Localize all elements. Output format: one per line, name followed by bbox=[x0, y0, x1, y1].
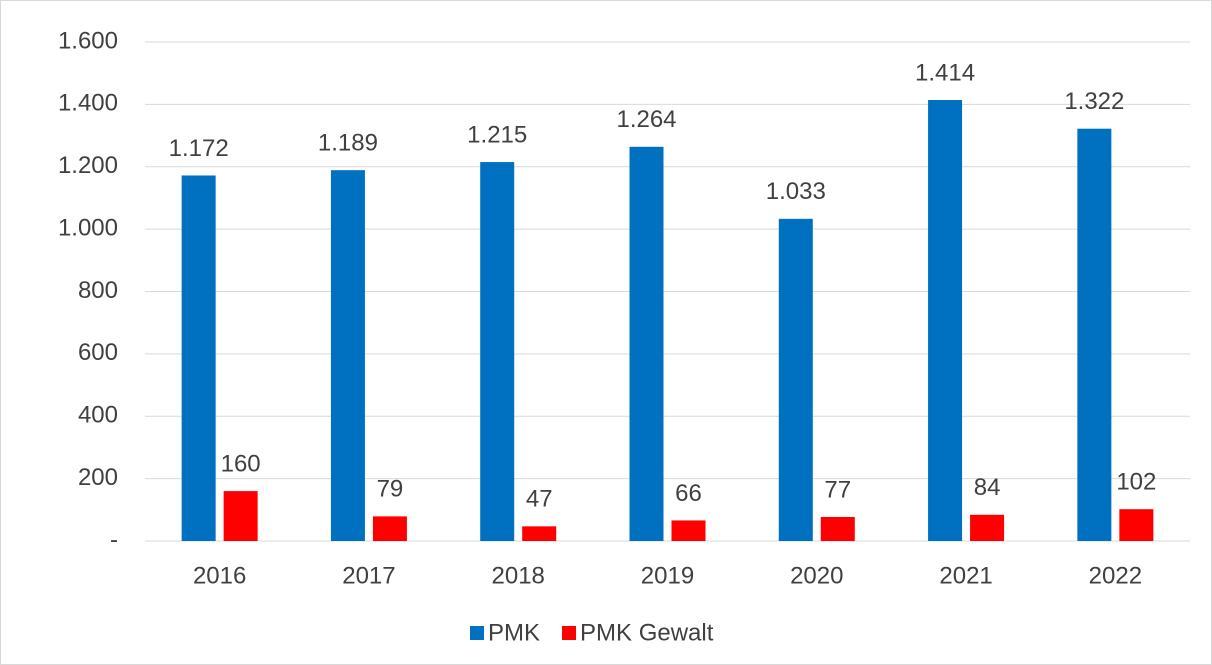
y-tick-label: 600 bbox=[78, 339, 118, 366]
bar bbox=[629, 146, 664, 542]
y-tick-label: 1.600 bbox=[58, 27, 118, 54]
y-tick-label: 200 bbox=[78, 464, 118, 491]
data-label: 1.215 bbox=[467, 121, 527, 148]
y-tick-label: - bbox=[110, 526, 118, 553]
data-label: 1.322 bbox=[1064, 88, 1124, 115]
x-tick-label: 2016 bbox=[193, 562, 246, 589]
legend-label: PMK Gewalt bbox=[580, 619, 714, 646]
y-tick-label: 1.400 bbox=[58, 90, 118, 117]
y-tick-label: 800 bbox=[78, 277, 118, 304]
bar bbox=[820, 516, 855, 541]
legend-swatch bbox=[470, 626, 484, 640]
bar bbox=[928, 100, 963, 541]
bar bbox=[778, 218, 813, 541]
x-tick-label: 2021 bbox=[939, 562, 992, 589]
y-tick-label: 400 bbox=[78, 402, 118, 429]
bar bbox=[480, 162, 515, 541]
data-label: 1.189 bbox=[318, 130, 378, 157]
x-tick-label: 2022 bbox=[1089, 562, 1142, 589]
bar bbox=[223, 491, 258, 541]
bar bbox=[181, 175, 216, 542]
data-label: 66 bbox=[675, 480, 702, 507]
bar bbox=[1077, 128, 1112, 542]
x-tick-label: 2017 bbox=[342, 562, 395, 589]
y-tick-label: 1.000 bbox=[58, 214, 118, 241]
data-label: 84 bbox=[974, 474, 1001, 501]
data-label: 160 bbox=[221, 450, 261, 477]
y-tick-label: 1.200 bbox=[58, 152, 118, 179]
bar bbox=[330, 170, 365, 542]
data-label: 1.414 bbox=[915, 59, 975, 86]
data-label: 77 bbox=[824, 476, 851, 503]
data-label: 79 bbox=[377, 476, 404, 503]
data-label: 1.264 bbox=[616, 106, 676, 133]
bar bbox=[1119, 509, 1154, 541]
data-label: 1.033 bbox=[766, 178, 826, 205]
x-tick-label: 2019 bbox=[641, 562, 694, 589]
x-tick-label: 2020 bbox=[790, 562, 843, 589]
bar bbox=[372, 516, 407, 541]
x-tick-label: 2018 bbox=[492, 562, 545, 589]
bar bbox=[671, 520, 706, 541]
data-label: 47 bbox=[526, 486, 553, 513]
bar bbox=[970, 514, 1005, 541]
legend-swatch bbox=[562, 626, 577, 640]
data-label: 102 bbox=[1116, 469, 1156, 496]
data-label: 1.172 bbox=[169, 135, 229, 162]
legend-label: PMK bbox=[488, 619, 540, 646]
bar bbox=[522, 526, 557, 541]
